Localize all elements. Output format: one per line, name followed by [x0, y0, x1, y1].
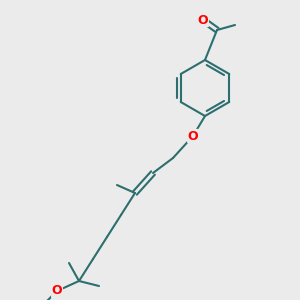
Text: O: O [52, 284, 62, 298]
Text: O: O [198, 14, 208, 26]
Text: O: O [188, 130, 198, 142]
